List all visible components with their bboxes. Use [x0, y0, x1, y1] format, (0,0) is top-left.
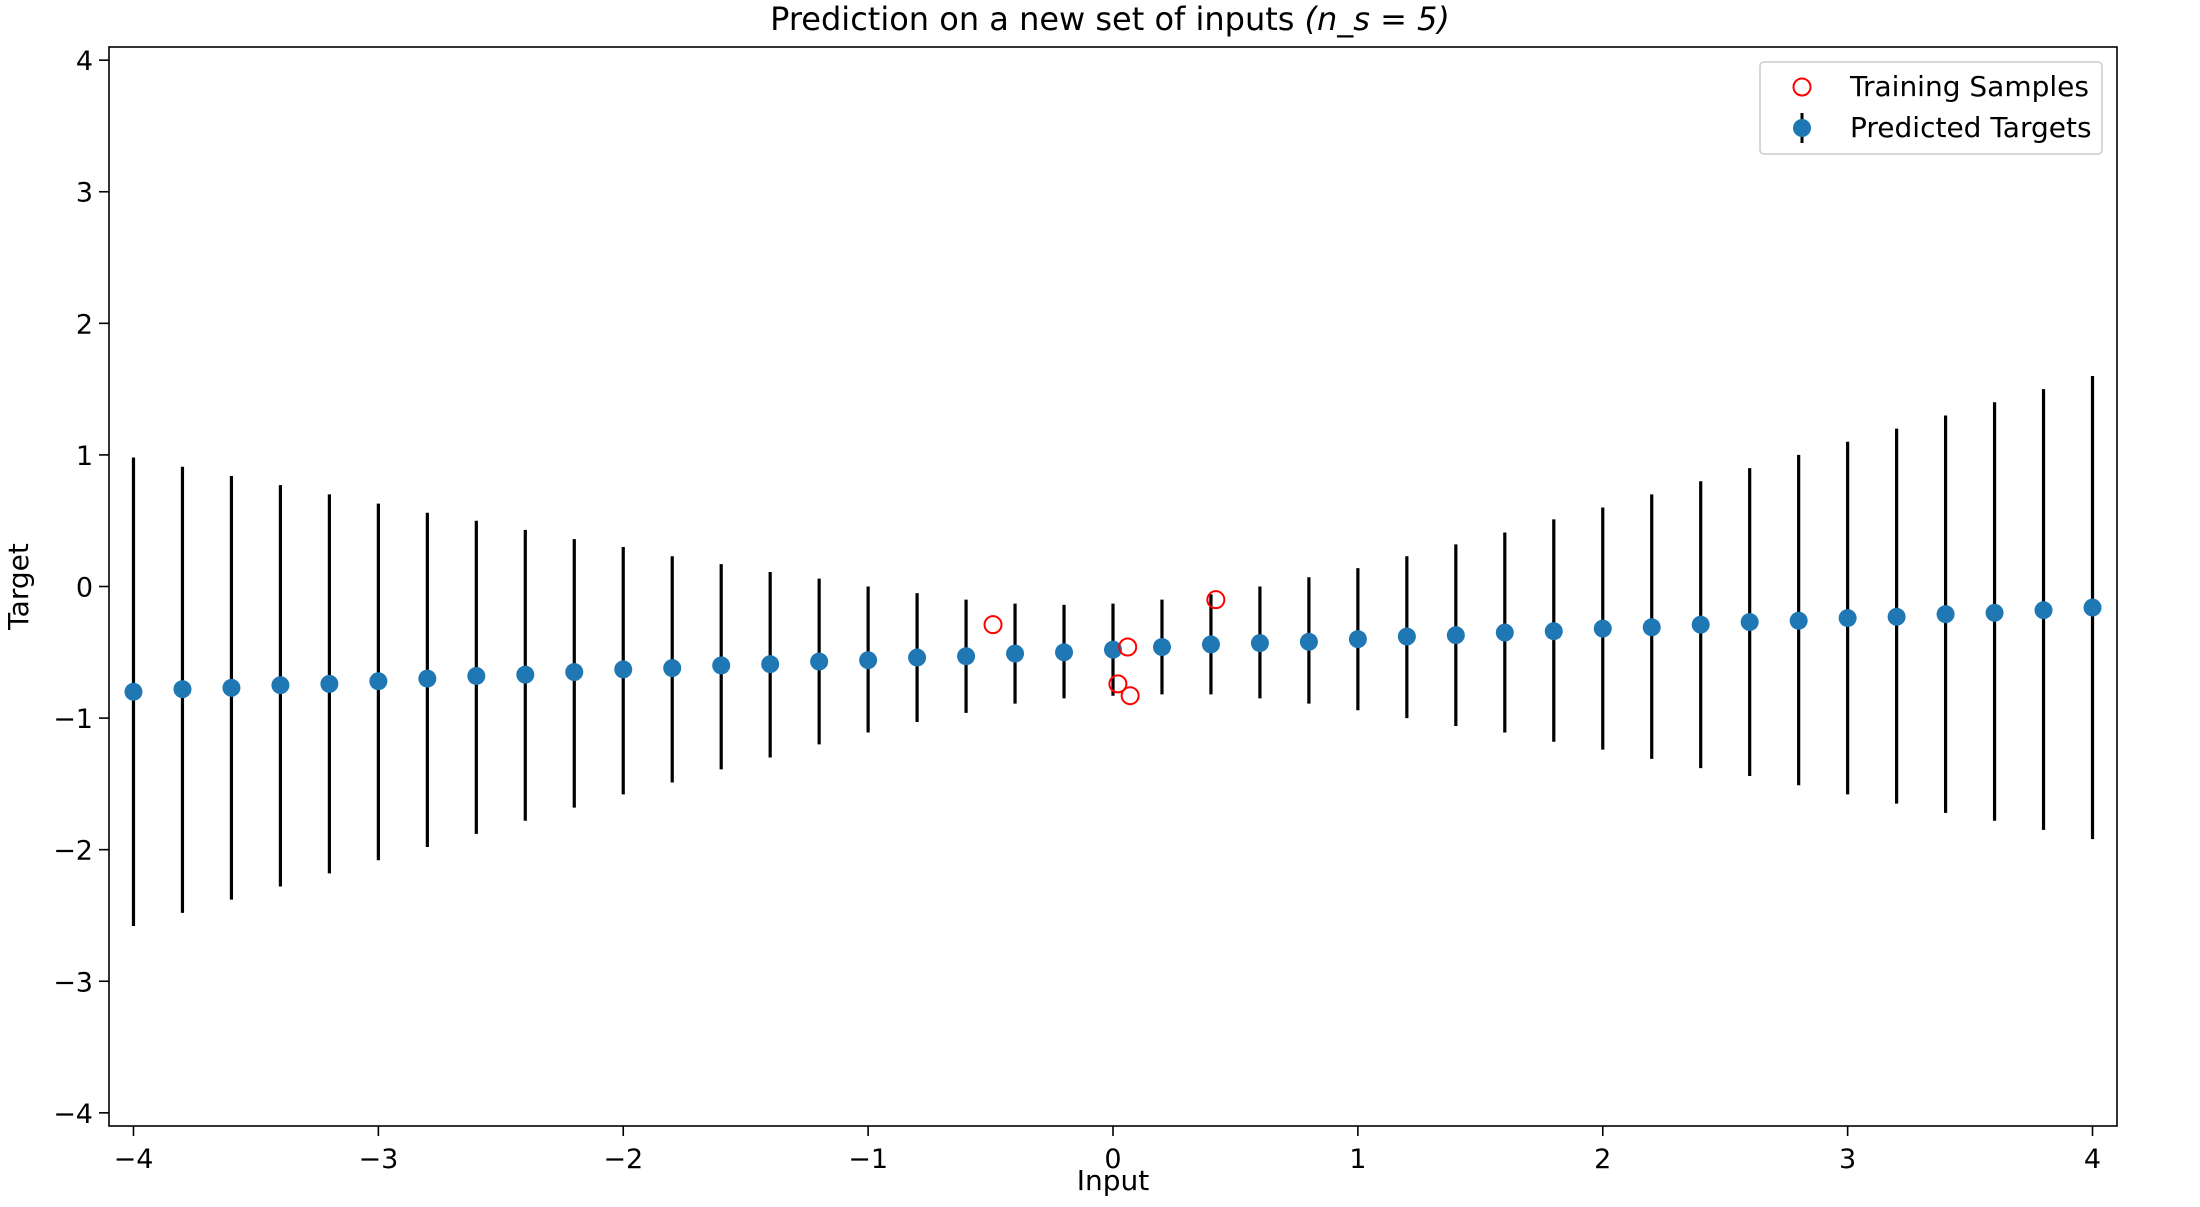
chart-title-text: Prediction on a new set of inputs [770, 0, 1294, 38]
predicted-target-point [369, 672, 388, 691]
predicted-target-point [1299, 632, 1318, 651]
predicted-target-point [1642, 618, 1661, 637]
predicted-target-point [614, 660, 633, 679]
predicted-target-point [320, 674, 339, 693]
predicted-target-point [1789, 611, 1808, 630]
x-axis-label: Input [1077, 1164, 1150, 1197]
predicted-target-point [1936, 605, 1955, 624]
chart-title: Prediction on a new set of inputs (n_s = … [770, 0, 1450, 38]
training-sample-point [1108, 674, 1128, 694]
x-tick-label: 4 [2084, 1144, 2101, 1175]
legend-marker-predicted [1793, 119, 1811, 137]
legend-marker-training [1792, 77, 1812, 97]
predicted-target-point [516, 665, 535, 684]
y-tick-label: −3 [53, 967, 93, 998]
x-tick-label: −2 [603, 1144, 643, 1175]
legend-label-training: Training Samples [1849, 70, 2089, 103]
predicted-target-point [859, 651, 878, 670]
y-tick-label: 3 [76, 178, 93, 209]
predicted-target-point [1691, 615, 1710, 634]
y-tick-label: 0 [76, 573, 93, 604]
predicted-target-point [467, 666, 486, 685]
y-tick-label: −4 [53, 1099, 93, 1130]
x-tick-label: −1 [848, 1144, 888, 1175]
training-points-group [983, 590, 1226, 706]
chart-title-math: (n_s = 5) [1304, 0, 1449, 38]
predicted-target-point [1446, 626, 1465, 645]
y-tick-label: −2 [53, 836, 93, 867]
predicted-target-point [1055, 643, 1074, 662]
legend: Training Samples Predicted Targets [1759, 61, 2103, 155]
predicted-target-point [1104, 640, 1122, 659]
predicted-target-point [1838, 609, 1857, 628]
x-tick-label: 2 [1594, 1144, 1611, 1175]
y-tick-label: 2 [76, 309, 93, 340]
predicted-target-point [1740, 613, 1759, 632]
predicted-target-point [2083, 598, 2102, 617]
predicted-target-point [761, 655, 780, 674]
predicted-target-point [810, 652, 829, 671]
predicted-target-point [124, 682, 143, 701]
training-sample-point [1118, 637, 1138, 657]
predicted-points-group [124, 598, 2102, 701]
predicted-target-point [1201, 635, 1220, 654]
predicted-target-point [222, 678, 241, 697]
x-tick-label: −3 [358, 1144, 398, 1175]
predicted-target-point [1397, 627, 1416, 646]
plot-background [109, 47, 2117, 1126]
predicted-target-point [1348, 630, 1367, 649]
predicted-target-point [565, 663, 584, 682]
legend-label-predicted: Predicted Targets [1850, 111, 2092, 144]
x-tick-label: 0 [1104, 1144, 1121, 1175]
x-tick-label: 3 [1839, 1144, 1856, 1175]
x-tick-label: 1 [1349, 1144, 1366, 1175]
predicted-target-point [1544, 622, 1563, 641]
training-sample-point [1120, 686, 1140, 706]
plot-area [109, 47, 2117, 1126]
y-axis-label: Target [2, 543, 35, 631]
predicted-target-point [173, 680, 192, 699]
x-axis: −4 −3 −2 −1 0 1 2 3 4 [114, 1126, 2101, 1175]
predicted-target-point [1006, 644, 1025, 663]
predicted-target-point [1495, 623, 1514, 642]
predicted-target-point [908, 648, 927, 667]
training-sample-point [1206, 590, 1226, 610]
y-tick-label: 1 [76, 441, 93, 472]
predicted-target-point [712, 656, 731, 675]
training-sample-point [983, 615, 1003, 635]
y-tick-label: −1 [53, 704, 93, 735]
predicted-target-point [1887, 607, 1906, 626]
predicted-target-point [1593, 619, 1612, 638]
y-tick-label: 4 [76, 46, 93, 77]
predicted-target-point [2034, 601, 2053, 620]
x-tick-label: −4 [114, 1144, 154, 1175]
predicted-target-point [1152, 638, 1171, 657]
y-axis: −4 −3 −2 −1 0 1 2 3 4 [53, 46, 109, 1130]
predicted-target-point [957, 647, 976, 666]
predicted-target-point [1250, 634, 1269, 653]
predicted-target-point [1985, 603, 2004, 622]
legend-box [1759, 61, 2103, 155]
predicted-target-point [663, 659, 682, 678]
predicted-target-point [418, 669, 437, 688]
predicted-target-point [271, 676, 290, 695]
